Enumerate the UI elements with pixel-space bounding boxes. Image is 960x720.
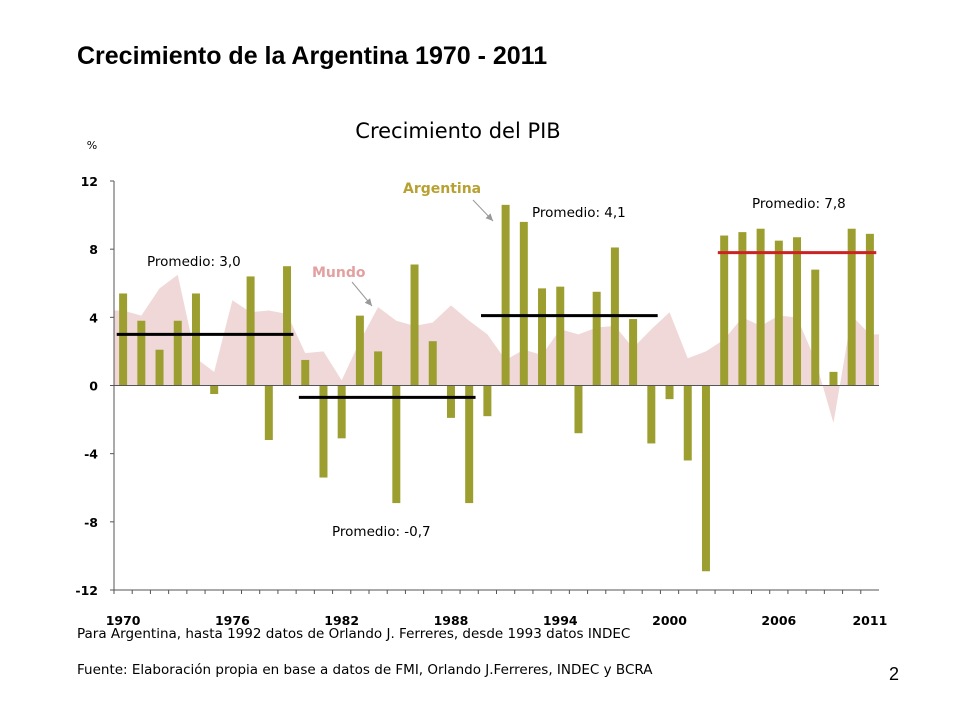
y-axis-unit-label: % xyxy=(87,139,97,152)
y-tick-label: -8 xyxy=(84,515,98,530)
mundo-area xyxy=(114,274,879,423)
x-tick-label: 1976 xyxy=(215,613,250,628)
y-tick-label: 8 xyxy=(89,242,98,257)
bar-argentina-2010 xyxy=(847,228,856,386)
average-lines-layer xyxy=(116,251,877,399)
x-tick-label: 1994 xyxy=(543,613,578,628)
bar-argentina-1982 xyxy=(337,385,346,439)
bar-argentina-1990 xyxy=(483,385,492,417)
source-note-argentina: Para Argentina, hasta 1992 datos de Orla… xyxy=(77,626,631,642)
bar-argentina-1975 xyxy=(210,385,219,395)
axes-layer: 12 8 4 0 -4 -8 -12 1970 1976 1982 1988 1994 2000 2006… xyxy=(75,174,887,628)
series-annotation-1: Mundo xyxy=(312,265,366,281)
bar-argentina-2005 xyxy=(756,228,765,386)
bar-argentina-1979 xyxy=(283,266,292,386)
annotation-arrowhead-0 xyxy=(485,213,493,221)
bar-argentina-2011 xyxy=(865,233,874,386)
bar-argentina-1991 xyxy=(501,204,510,386)
x-tick-label: 2011 xyxy=(852,613,887,628)
slide-title: Crecimiento de la Argentina 1970 - 2011 xyxy=(77,42,548,70)
bar-argentina-2007 xyxy=(793,237,802,386)
chart-title: Crecimiento del PIB xyxy=(355,119,560,143)
bar-argentina-1972 xyxy=(155,349,164,386)
bar-argentina-1993 xyxy=(538,288,547,386)
bar-argentina-1998 xyxy=(629,319,638,386)
mundo-area-layer xyxy=(114,274,879,423)
bar-argentina-1978 xyxy=(264,385,273,441)
bar-argentina-1995 xyxy=(574,385,583,434)
bar-argentina-1974 xyxy=(191,293,200,386)
annotation-layer: Promedio: 3,0 Promedio: -0,7 Promedio: 4,1… xyxy=(147,181,846,540)
bar-argentina-1987 xyxy=(428,341,437,386)
bar-argentina-1971 xyxy=(137,320,146,386)
bar-argentina-1988 xyxy=(446,385,455,418)
bar-argentina-2000 xyxy=(665,385,674,400)
y-tick-label: 0 xyxy=(89,379,98,394)
x-tick-label: 1988 xyxy=(434,613,469,628)
bar-argentina-1994 xyxy=(556,286,565,386)
bar-argentina-1970 xyxy=(119,293,128,386)
x-tick-label: 1982 xyxy=(324,613,359,628)
bar-argentina-1980 xyxy=(301,359,310,386)
bar-argentina-1996 xyxy=(592,291,601,386)
bar-argentina-2001 xyxy=(683,385,692,461)
bar-argentina-1986 xyxy=(410,264,419,386)
average-label-0: Promedio: 3,0 xyxy=(147,254,241,270)
bar-argentina-2009 xyxy=(829,371,838,386)
annotation-arrowhead-1 xyxy=(364,298,372,306)
source-note-fuente: Fuente: Elaboración propia en base a dat… xyxy=(77,662,653,678)
y-tick-label: 4 xyxy=(89,310,98,325)
bar-argentina-1989 xyxy=(465,385,474,504)
bar-argentina-2002 xyxy=(701,385,710,572)
bar-argentina-1983 xyxy=(355,315,364,386)
average-label-1: Promedio: -0,7 xyxy=(332,524,431,540)
bar-argentina-1992 xyxy=(519,221,528,386)
bar-argentina-1984 xyxy=(374,351,383,386)
x-tick-label: 2006 xyxy=(761,613,796,628)
bar-argentina-1977 xyxy=(246,276,255,386)
bar-argentina-1981 xyxy=(319,385,328,478)
x-tick-label: 2000 xyxy=(652,613,687,628)
average-label-3: Promedio: 7,8 xyxy=(752,196,846,212)
bar-argentina-1985 xyxy=(392,385,401,504)
bar-argentina-1999 xyxy=(647,385,656,444)
average-label-2: Promedio: 4,1 xyxy=(532,205,626,221)
bar-argentina-2004 xyxy=(738,232,747,386)
y-tick-label: -12 xyxy=(75,583,98,598)
page-number: 2 xyxy=(889,664,900,684)
y-tick-label: -4 xyxy=(84,447,98,462)
bar-argentina-1973 xyxy=(173,320,182,386)
bar-argentina-2006 xyxy=(774,240,783,386)
bar-argentina-2003 xyxy=(720,235,729,386)
bar-argentina-2008 xyxy=(811,269,820,386)
series-annotation-0: Argentina xyxy=(403,181,481,197)
y-tick-label: 12 xyxy=(81,174,98,189)
x-tick-label: 1970 xyxy=(106,613,141,628)
